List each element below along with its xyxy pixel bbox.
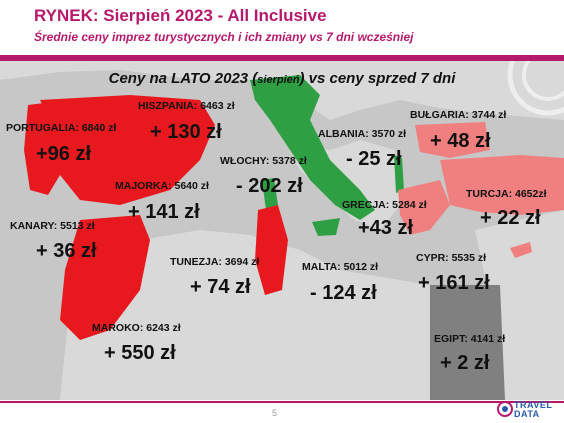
destination-label-albania: ALBANIA: 3570 zł (318, 128, 407, 140)
region-sicily (312, 218, 340, 236)
destination-change-majorca: + 141 zł (128, 201, 200, 223)
region-turkey (440, 155, 564, 215)
region-italy (250, 75, 375, 220)
region-morocco (60, 215, 150, 340)
region-greece (398, 180, 450, 235)
destination-label-turkey: TURCJA: 4652zł (466, 188, 547, 200)
destination-label-egypt: EGIPT: 4141 zł (434, 333, 506, 345)
decor-circle-outer (507, 61, 564, 116)
destination-change-canaries: + 36 zł (36, 240, 97, 262)
page-number: 5 (272, 408, 278, 418)
slide-title: RYNEK: Sierpień 2023 - All Inclusive (34, 6, 327, 25)
logo-mark-icon (497, 401, 513, 417)
destination-change-tunisia: + 74 zł (190, 276, 251, 298)
map-heading-post: ) vs ceny sprzed 7 dni (299, 70, 456, 87)
destination-change-turkey: + 22 zł (480, 207, 541, 229)
slide-subtitle: Średnie ceny imprez turystycznych i ich … (34, 30, 414, 44)
destination-label-greece: GRECJA: 5284 zł (342, 199, 427, 211)
destination-change-cyprus: + 161 zł (418, 272, 490, 294)
europe-map (0, 61, 564, 400)
region-tunisia (255, 205, 288, 295)
destination-change-malta: - 124 zł (310, 282, 377, 304)
decor-circle-inner (522, 61, 564, 101)
destination-label-cyprus: CYPR: 5535 zł (416, 252, 487, 264)
region-bulgaria (415, 122, 490, 158)
header-divider (0, 55, 564, 61)
destination-label-bulgaria: BUŁGARIA: 3744 zł (410, 109, 507, 121)
destination-label-malta: MALTA: 5012 zł (302, 261, 379, 273)
map-heading-small: sierpień (257, 74, 300, 86)
region-spain (40, 95, 215, 205)
destination-label-tunisia: TUNEZJA: 3694 zł (170, 256, 260, 268)
footer-divider (0, 401, 564, 403)
destination-label-majorca: MAJORKA: 5640 zł (115, 180, 209, 192)
destination-change-albania: - 25 zł (346, 148, 402, 170)
logo-text-line2: DATA (514, 409, 540, 419)
destination-change-greece: +43 zł (358, 217, 414, 239)
region-egypt (430, 285, 505, 400)
region-cyprus (510, 242, 532, 258)
map-heading-pre: Ceny na LATO 2023 ( (108, 70, 258, 87)
map-graphic (0, 61, 564, 400)
land-north-africa (60, 230, 430, 400)
region-albania (394, 155, 404, 193)
region-portugal (24, 102, 60, 195)
destination-label-canaries: KANARY: 5513 zł (10, 220, 95, 232)
destination-change-spain: + 130 zł (150, 121, 222, 143)
destination-change-morocco: + 550 zł (104, 342, 176, 364)
map-heading: Ceny na LATO 2023 (sierpień) vs ceny spr… (0, 70, 564, 87)
destination-label-portugal: PORTUGALIA: 6840 zł (6, 122, 117, 134)
logo-text-line1: TRAVEL (514, 400, 553, 410)
destination-change-italy: - 202 zł (236, 175, 303, 197)
region-sardinia (262, 178, 278, 210)
destination-label-morocco: MAROKO: 6243 zł (92, 322, 181, 334)
destination-label-spain: HISZPANIA: 6463 zł (138, 100, 235, 112)
destination-change-bulgaria: + 48 zł (430, 130, 491, 152)
destination-change-portugal: +96 zł (36, 143, 92, 165)
destination-change-egypt: + 2 zł (440, 352, 490, 374)
travel-data-logo: TRAVEL DATA (496, 398, 556, 420)
destination-label-italy: WŁOCHY: 5378 zł (220, 155, 307, 167)
